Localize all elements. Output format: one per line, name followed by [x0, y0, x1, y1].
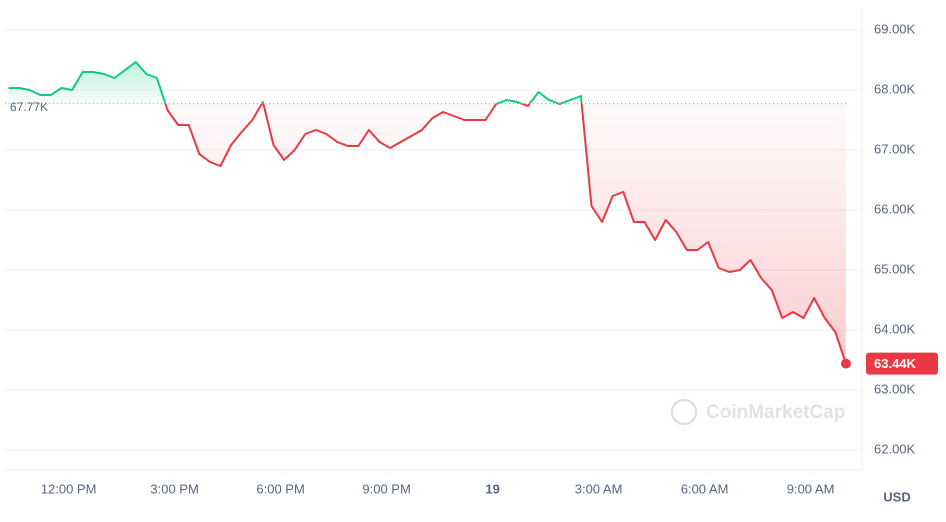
last-price-label: 63.44K — [874, 356, 917, 371]
last-price-box — [866, 352, 938, 375]
watermark-text: CoinMarketCap — [706, 402, 845, 423]
x-tick-label: 12:00 PM — [41, 481, 97, 496]
baseline-label: 67.77K — [10, 100, 48, 114]
x-tick-label: 9:00 PM — [362, 481, 410, 496]
watermark: CoinMarketCap — [670, 398, 845, 426]
x-tick-label: 3:00 AM — [575, 481, 623, 496]
area-down — [165, 103, 846, 364]
x-tick-label: 6:00 PM — [256, 481, 304, 496]
y-tick-label: 62.00K — [874, 441, 916, 456]
price-line-down — [164, 103, 847, 364]
y-tick-label: 67.00K — [874, 141, 916, 156]
y-tick-label: 68.00K — [874, 81, 916, 96]
area-up — [8, 62, 846, 104]
last-point — [840, 358, 851, 369]
x-tick-label: 19 — [485, 481, 499, 496]
price-line-up — [8, 61, 583, 104]
y-tick-label: 66.00K — [874, 201, 916, 216]
y-tick-label: 63.00K — [874, 381, 916, 396]
y-unit: USD — [883, 489, 910, 504]
plot: 67.77K 63.44K — [5, 61, 938, 375]
x-tick-label: 3:00 PM — [150, 481, 198, 496]
y-tick-label: 69.00K — [874, 21, 916, 36]
watermark-logo — [670, 398, 698, 426]
x-tick-label: 6:00 AM — [681, 481, 729, 496]
y-tick-label: 65.00K — [874, 261, 916, 276]
y-tick-label: 64.00K — [874, 321, 916, 336]
x-tick-label: 9:00 AM — [787, 481, 835, 496]
